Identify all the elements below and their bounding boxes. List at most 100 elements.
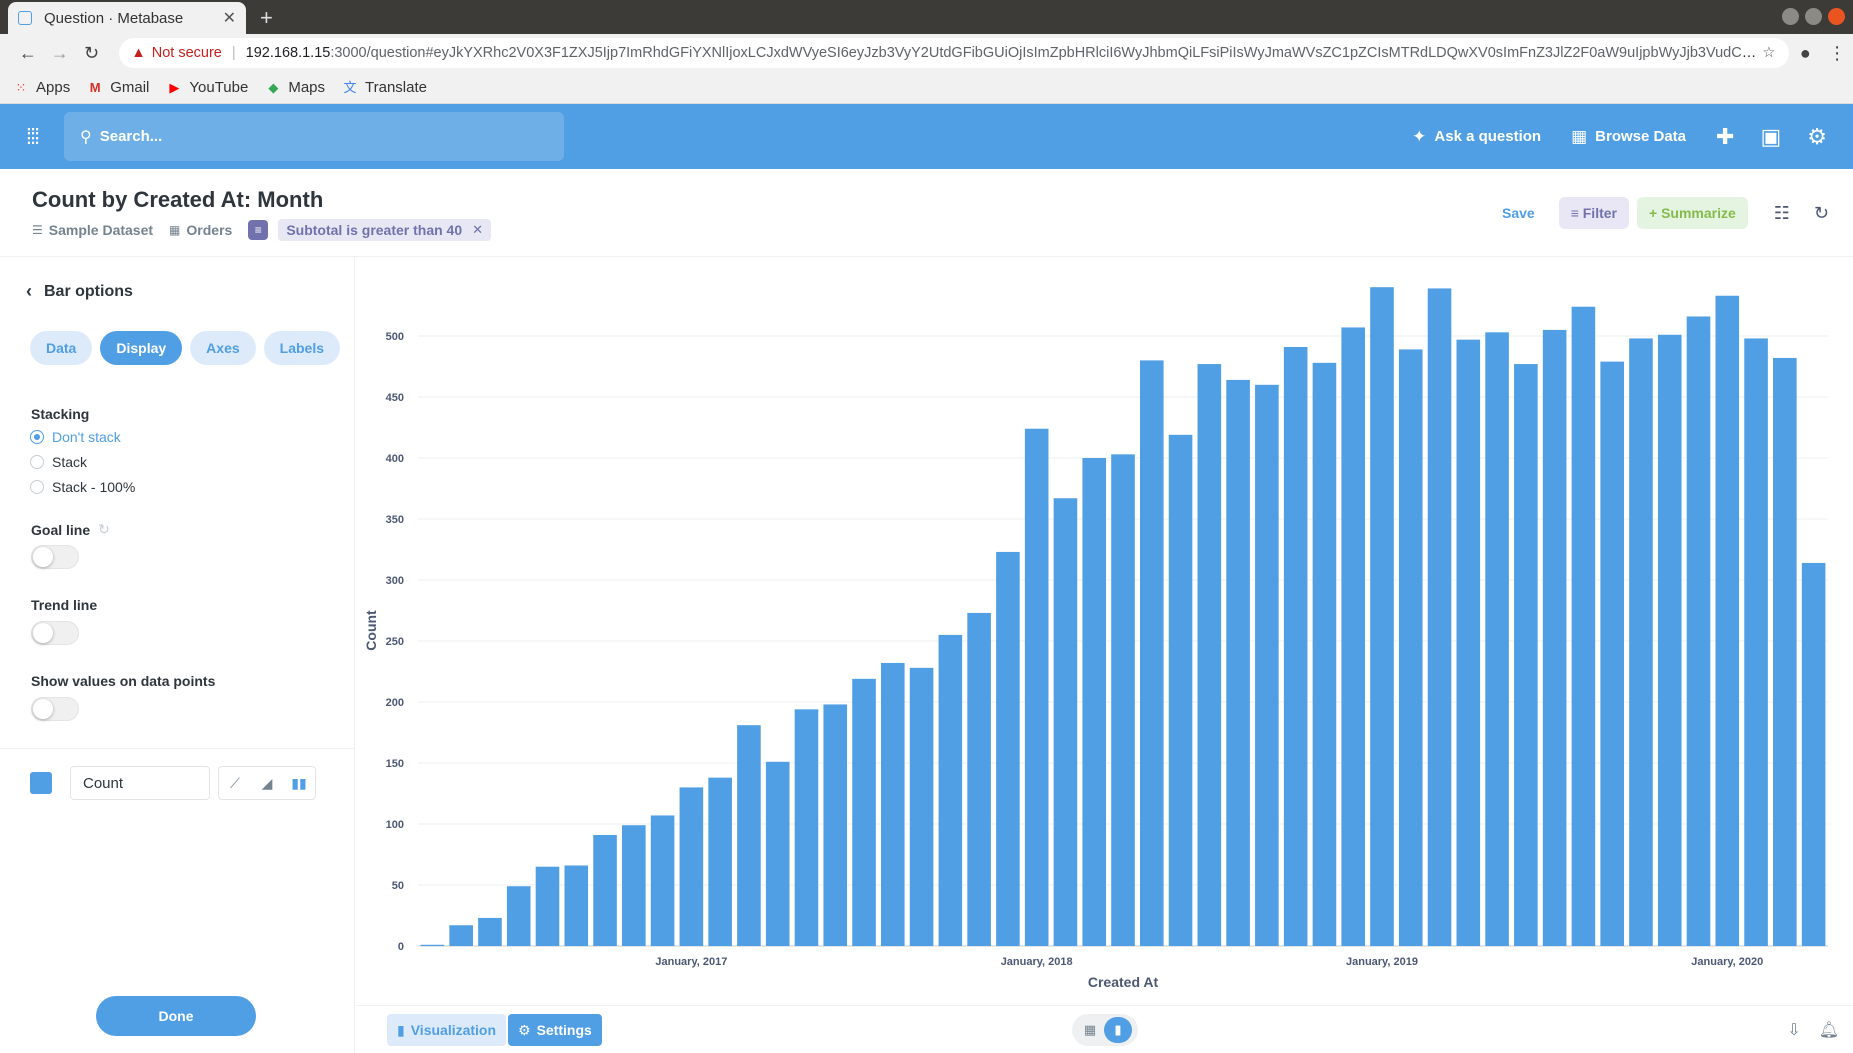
bar[interactable] [1715,295,1740,946]
bar[interactable] [938,634,963,946]
bar[interactable] [1053,498,1078,946]
series-name-input[interactable]: Count [70,766,210,800]
url-input[interactable]: ▲ Not secure | 192.168.1.15:3000/questio… [119,38,1790,68]
show-editor-icon[interactable]: ☷ [1773,202,1790,223]
bar[interactable] [506,886,531,946]
close-window-icon[interactable] [1828,8,1845,25]
bookmark-star-icon[interactable]: ☆ [1762,45,1776,61]
reset-icon[interactable]: ↻ [98,521,110,537]
bar[interactable] [622,825,646,946]
goal-line-toggle[interactable] [31,545,79,569]
bar[interactable] [1111,454,1135,946]
filter-button[interactable]: ≡ Filter [1558,197,1629,229]
bar[interactable] [823,704,848,946]
done-button[interactable]: Done [96,996,256,1036]
bar[interactable] [1370,287,1394,946]
maximize-icon[interactable] [1805,8,1822,25]
metabase-logo-icon[interactable]: ⁞⁞⁞ [25,123,40,149]
bar[interactable] [1629,338,1653,946]
line-chart-icon[interactable]: ⟋ [230,774,240,791]
series-color-swatch[interactable] [30,772,52,794]
bar[interactable] [420,944,445,946]
search-input[interactable]: ⚲ Search... [64,112,564,161]
minimize-icon[interactable] [1782,8,1799,25]
new-tab-button[interactable]: + [260,5,273,30]
bar[interactable] [1744,338,1768,946]
activity-icon[interactable]: ▣ [1760,123,1782,149]
bar[interactable] [852,678,876,946]
tab-labels[interactable]: Labels [263,331,340,365]
bar[interactable] [650,815,675,946]
radio-dont-stack[interactable]: Don't stack [30,429,121,445]
bar[interactable] [1341,327,1366,947]
bar[interactable] [1773,357,1797,947]
bar[interactable] [794,709,819,946]
radio-stack[interactable]: Stack [30,454,87,470]
bar[interactable] [1456,339,1481,946]
visualization-button[interactable]: ▮ Visualization [387,1014,507,1046]
bar[interactable] [1657,334,1682,946]
bar[interactable] [1024,428,1049,947]
tab-data[interactable]: Data [30,331,93,365]
bar[interactable] [1600,361,1624,946]
tab-display[interactable]: Display [100,331,183,365]
refresh-icon[interactable]: ↻ [1813,202,1829,223]
profile-avatar-icon[interactable]: ● [1799,42,1811,63]
bar[interactable] [1801,562,1826,946]
trend-line-toggle[interactable] [31,621,79,645]
table-view-icon[interactable]: ▦ [1083,1022,1097,1037]
settings-button[interactable]: ⚙ Settings [508,1014,602,1046]
bar[interactable] [1255,384,1279,946]
bar[interactable] [1226,379,1250,946]
filter-pill[interactable]: Subtotal is greater than 40 ✕ [278,219,492,241]
bar[interactable] [708,777,732,946]
bar[interactable] [1197,364,1222,946]
bar[interactable] [1542,329,1567,946]
bar[interactable] [1686,316,1711,947]
tab-axes[interactable]: Axes [190,331,256,365]
bar[interactable] [1312,362,1337,947]
bar[interactable] [535,866,560,946]
chart-view-icon[interactable]: ▮ [1104,1017,1132,1043]
bookmark-gmail[interactable]: M Gmail [88,79,150,96]
bar[interactable] [1168,434,1193,946]
forward-icon[interactable]: → [50,42,69,63]
back-icon[interactable]: ← [18,42,37,63]
bar[interactable] [909,667,934,946]
bar-chart-icon[interactable]: ▮▮ [291,774,307,791]
gear-icon[interactable]: ⚙ [1807,123,1827,149]
bar-options-header[interactable]: ‹ Bar options [26,281,133,302]
area-chart-icon[interactable]: ◢ [261,774,273,791]
bookmark-maps[interactable]: ◆ Maps [266,79,325,96]
bar[interactable] [737,725,761,946]
close-tab-icon[interactable]: ✕ [222,10,236,27]
chevron-left-icon[interactable]: ‹ [26,281,32,301]
browser-menu-icon[interactable]: ⋮ [1828,42,1847,63]
bar[interactable] [679,787,704,946]
bell-icon[interactable]: 🔔︎ [1818,1022,1839,1039]
bar[interactable] [1485,332,1509,947]
bar[interactable] [1283,346,1308,947]
browser-tab[interactable]: Question · Metabase ✕ [8,2,246,34]
browse-data-button[interactable]: ▦ Browse Data [1571,127,1686,147]
bookmark-youtube[interactable]: ▶ YouTube [167,79,248,96]
ask-question-button[interactable]: ✦ Ask a question [1412,127,1541,147]
filter-icon[interactable]: ≡ [248,220,269,240]
bar[interactable] [880,662,905,946]
bar[interactable] [765,761,790,946]
bar[interactable] [996,551,1020,946]
bar[interactable] [564,865,589,946]
bar[interactable] [449,925,473,946]
bookmark-apps[interactable]: ⁙ Apps [14,79,71,96]
save-button[interactable]: Save [1501,205,1535,221]
bar[interactable] [1571,306,1596,947]
bar[interactable] [1398,349,1423,946]
bar[interactable] [1139,360,1164,946]
remove-filter-icon[interactable]: ✕ [472,222,484,237]
bar[interactable] [1082,458,1107,946]
bookmark-translate[interactable]: 文 Translate [343,79,428,96]
show-values-toggle[interactable] [31,697,79,721]
bar[interactable] [593,834,617,946]
breadcrumb-table[interactable]: ▦ Orders [169,222,232,238]
reload-icon[interactable]: ↻ [83,42,100,63]
